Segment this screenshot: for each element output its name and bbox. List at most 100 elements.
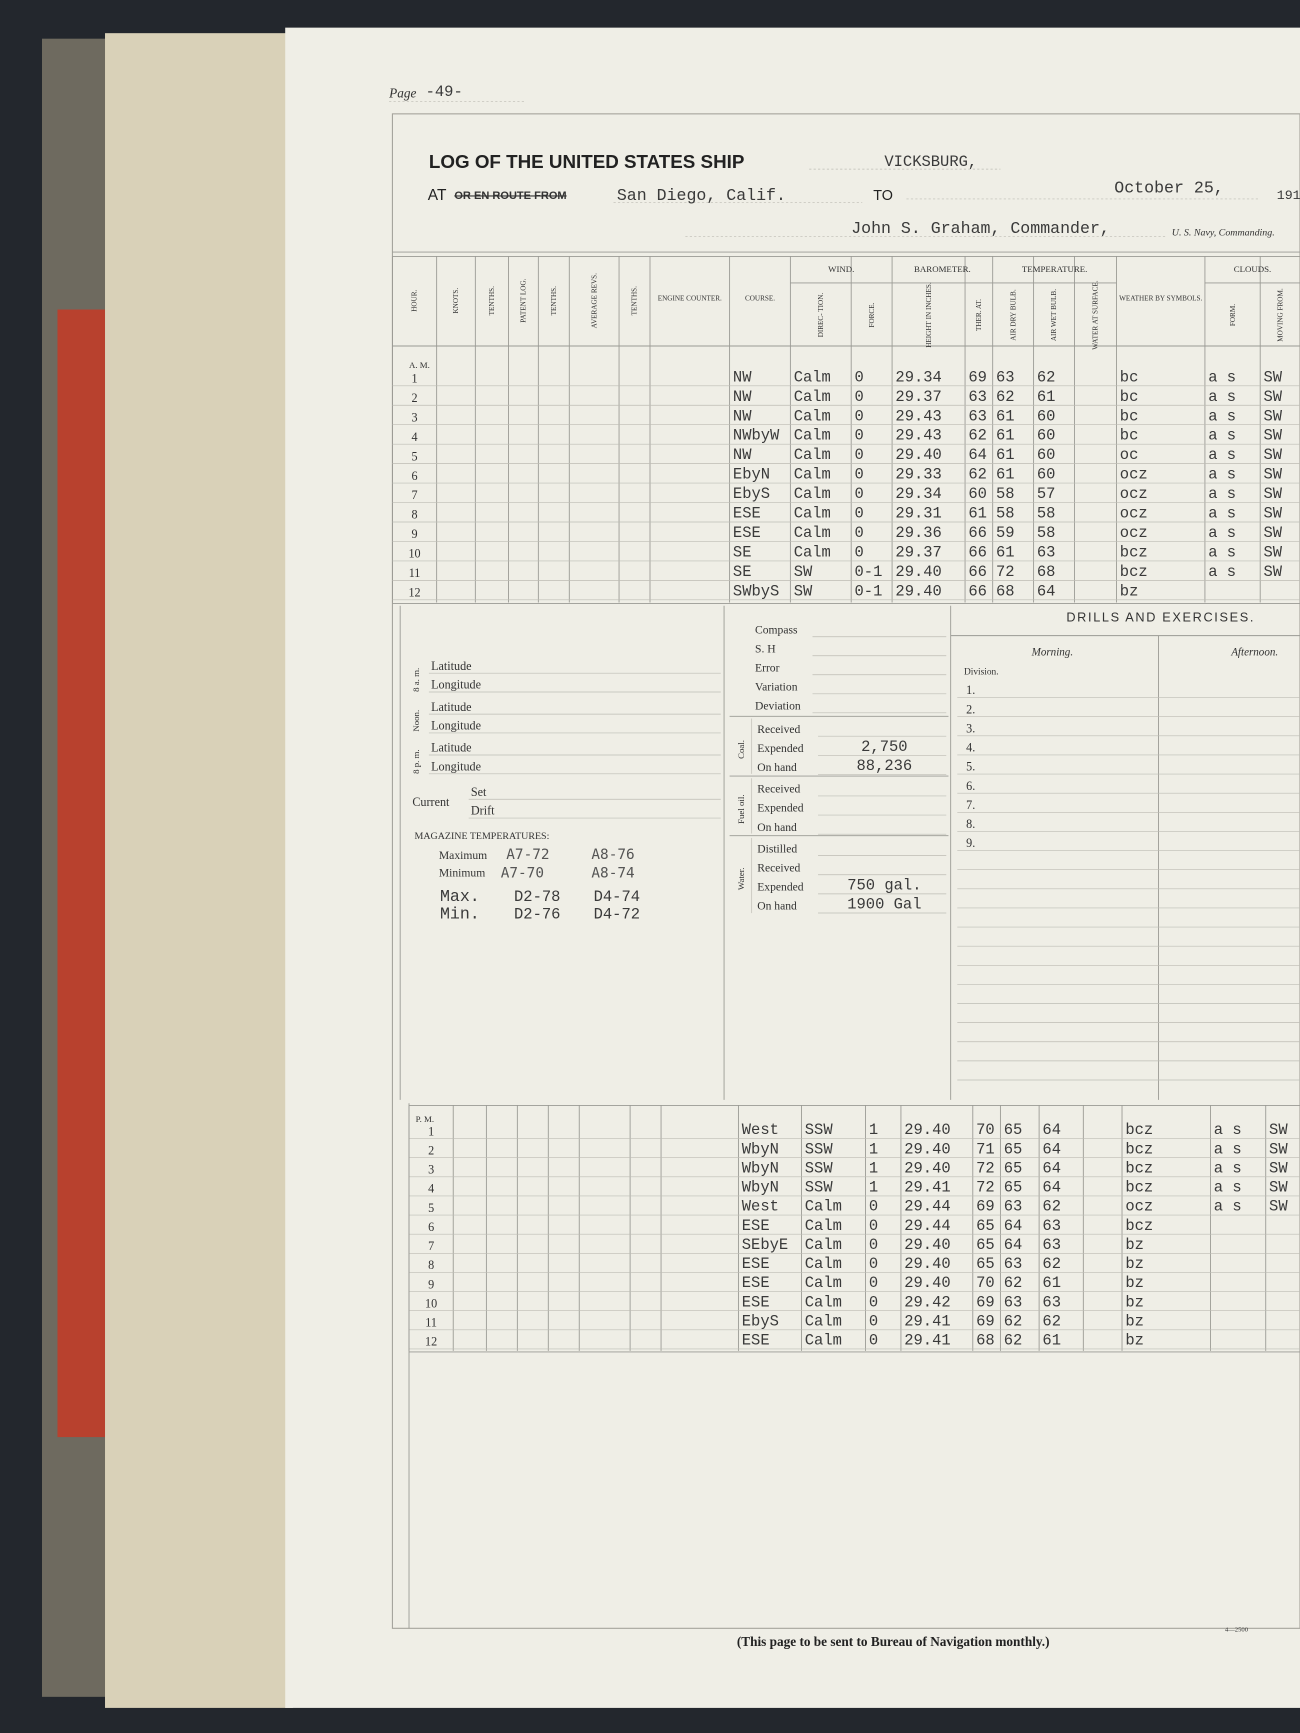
- cell: Calm: [805, 1255, 842, 1273]
- cell: 29.33: [895, 466, 941, 484]
- label: On hand: [757, 900, 797, 913]
- cell: bz: [1125, 1332, 1144, 1350]
- cell: a s: [1214, 1198, 1242, 1216]
- cell: SW: [1264, 446, 1283, 464]
- time-label: 8 p. m.: [411, 749, 421, 774]
- cell: Calm: [794, 368, 831, 386]
- label: Error: [755, 661, 780, 674]
- cell: SW: [1264, 368, 1283, 386]
- cell: 66: [968, 543, 987, 561]
- label: Latitude: [431, 659, 471, 673]
- cell: 0: [869, 1312, 878, 1330]
- value: 750 gal.: [847, 876, 921, 894]
- cell: 65: [1004, 1121, 1023, 1139]
- cell: 62: [1042, 1198, 1061, 1216]
- label: D4-74: [594, 888, 640, 906]
- column-header: WATER AT SURFACE.: [1092, 280, 1100, 349]
- label: Drift: [471, 804, 495, 818]
- cell: 29.40: [895, 582, 941, 600]
- cell: 58: [1037, 505, 1056, 523]
- column-header: HOUR.: [411, 289, 419, 311]
- cell: a s: [1214, 1121, 1242, 1139]
- cell: 65: [1004, 1179, 1023, 1197]
- title: LOG OF THE UNITED STATES SHIP: [429, 151, 744, 172]
- column-header: ENGINE COUNTER.: [658, 295, 722, 303]
- cell: 29.31: [895, 505, 941, 523]
- cell: 29.40: [904, 1255, 950, 1273]
- label: D4-72: [594, 906, 640, 924]
- cell: 61: [1042, 1274, 1061, 1292]
- division-number: 3.: [966, 721, 975, 735]
- cell: 62: [968, 427, 987, 445]
- hour: 6: [428, 1220, 434, 1234]
- cell: 71: [976, 1140, 995, 1158]
- cell: 64: [1042, 1159, 1061, 1177]
- cell: Calm: [805, 1274, 842, 1292]
- cell: EbyS: [733, 485, 770, 503]
- cell: Calm: [794, 485, 831, 503]
- cell: 63: [1004, 1198, 1023, 1216]
- label: Longitude: [431, 759, 481, 773]
- division-number: 8.: [966, 817, 975, 831]
- cell: 29.40: [904, 1236, 950, 1254]
- cell: 58: [1037, 524, 1056, 542]
- cell: SW: [794, 582, 813, 600]
- cell: 29.37: [895, 543, 941, 561]
- cell: WbyN: [742, 1140, 779, 1158]
- cell: 58: [996, 485, 1015, 503]
- cell: Calm: [794, 543, 831, 561]
- cell: 0: [855, 524, 864, 542]
- cell: 64: [1042, 1179, 1061, 1197]
- cell: SW: [1269, 1140, 1288, 1158]
- cell: Calm: [794, 388, 831, 406]
- cell: bcz: [1125, 1140, 1153, 1158]
- pm-label: P. M.: [416, 1114, 434, 1124]
- cell: Calm: [805, 1217, 842, 1235]
- value: 88,236: [857, 757, 913, 775]
- column-header: TENTHS.: [631, 286, 639, 315]
- cell: 69: [976, 1198, 995, 1216]
- paper: [285, 27, 1300, 1708]
- cell: 29.40: [895, 446, 941, 464]
- cell: EbyS: [742, 1312, 779, 1330]
- cell: 29.36: [895, 524, 941, 542]
- cell: 29.42: [904, 1293, 950, 1311]
- division-number: 4.: [966, 741, 975, 755]
- cell: ESE: [742, 1274, 770, 1292]
- cell: NW: [733, 446, 752, 464]
- cell: 0: [855, 505, 864, 523]
- label: Compass: [755, 623, 798, 636]
- cell: Calm: [794, 446, 831, 464]
- cell: 60: [968, 485, 987, 503]
- cell: ocz: [1120, 524, 1148, 542]
- cell: 0: [869, 1274, 878, 1292]
- cell: 63: [996, 368, 1015, 386]
- cell: 63: [1037, 543, 1056, 561]
- cell: a s: [1214, 1179, 1242, 1197]
- hour: 3: [428, 1163, 434, 1177]
- cell: 0: [855, 368, 864, 386]
- cell: 62: [1004, 1312, 1023, 1330]
- label: A7-72: [506, 847, 549, 863]
- cell: 58: [996, 505, 1015, 523]
- hour: 11: [425, 1316, 437, 1330]
- cell: 64: [968, 446, 987, 464]
- cell: 29.40: [904, 1140, 950, 1158]
- label: Max.: [440, 887, 480, 906]
- cell: Calm: [794, 466, 831, 484]
- cell: 72: [976, 1159, 995, 1177]
- cell: 62: [1042, 1255, 1061, 1273]
- label: D2-78: [514, 888, 560, 906]
- cell: bcz: [1120, 543, 1148, 561]
- label: 191: [1277, 188, 1300, 203]
- cell: 0: [869, 1198, 878, 1216]
- cell: Calm: [805, 1198, 842, 1216]
- cell: SW: [1264, 407, 1283, 425]
- cell: 66: [968, 563, 987, 581]
- hour: 1: [412, 371, 418, 385]
- label: Expended: [757, 802, 804, 815]
- cell: 0: [869, 1332, 878, 1350]
- label: DRILLS AND EXERCISES.: [1066, 609, 1255, 624]
- column-header: PATENT LOG.: [520, 278, 528, 322]
- column-header: HEIGHT IN INCHES.: [925, 282, 933, 348]
